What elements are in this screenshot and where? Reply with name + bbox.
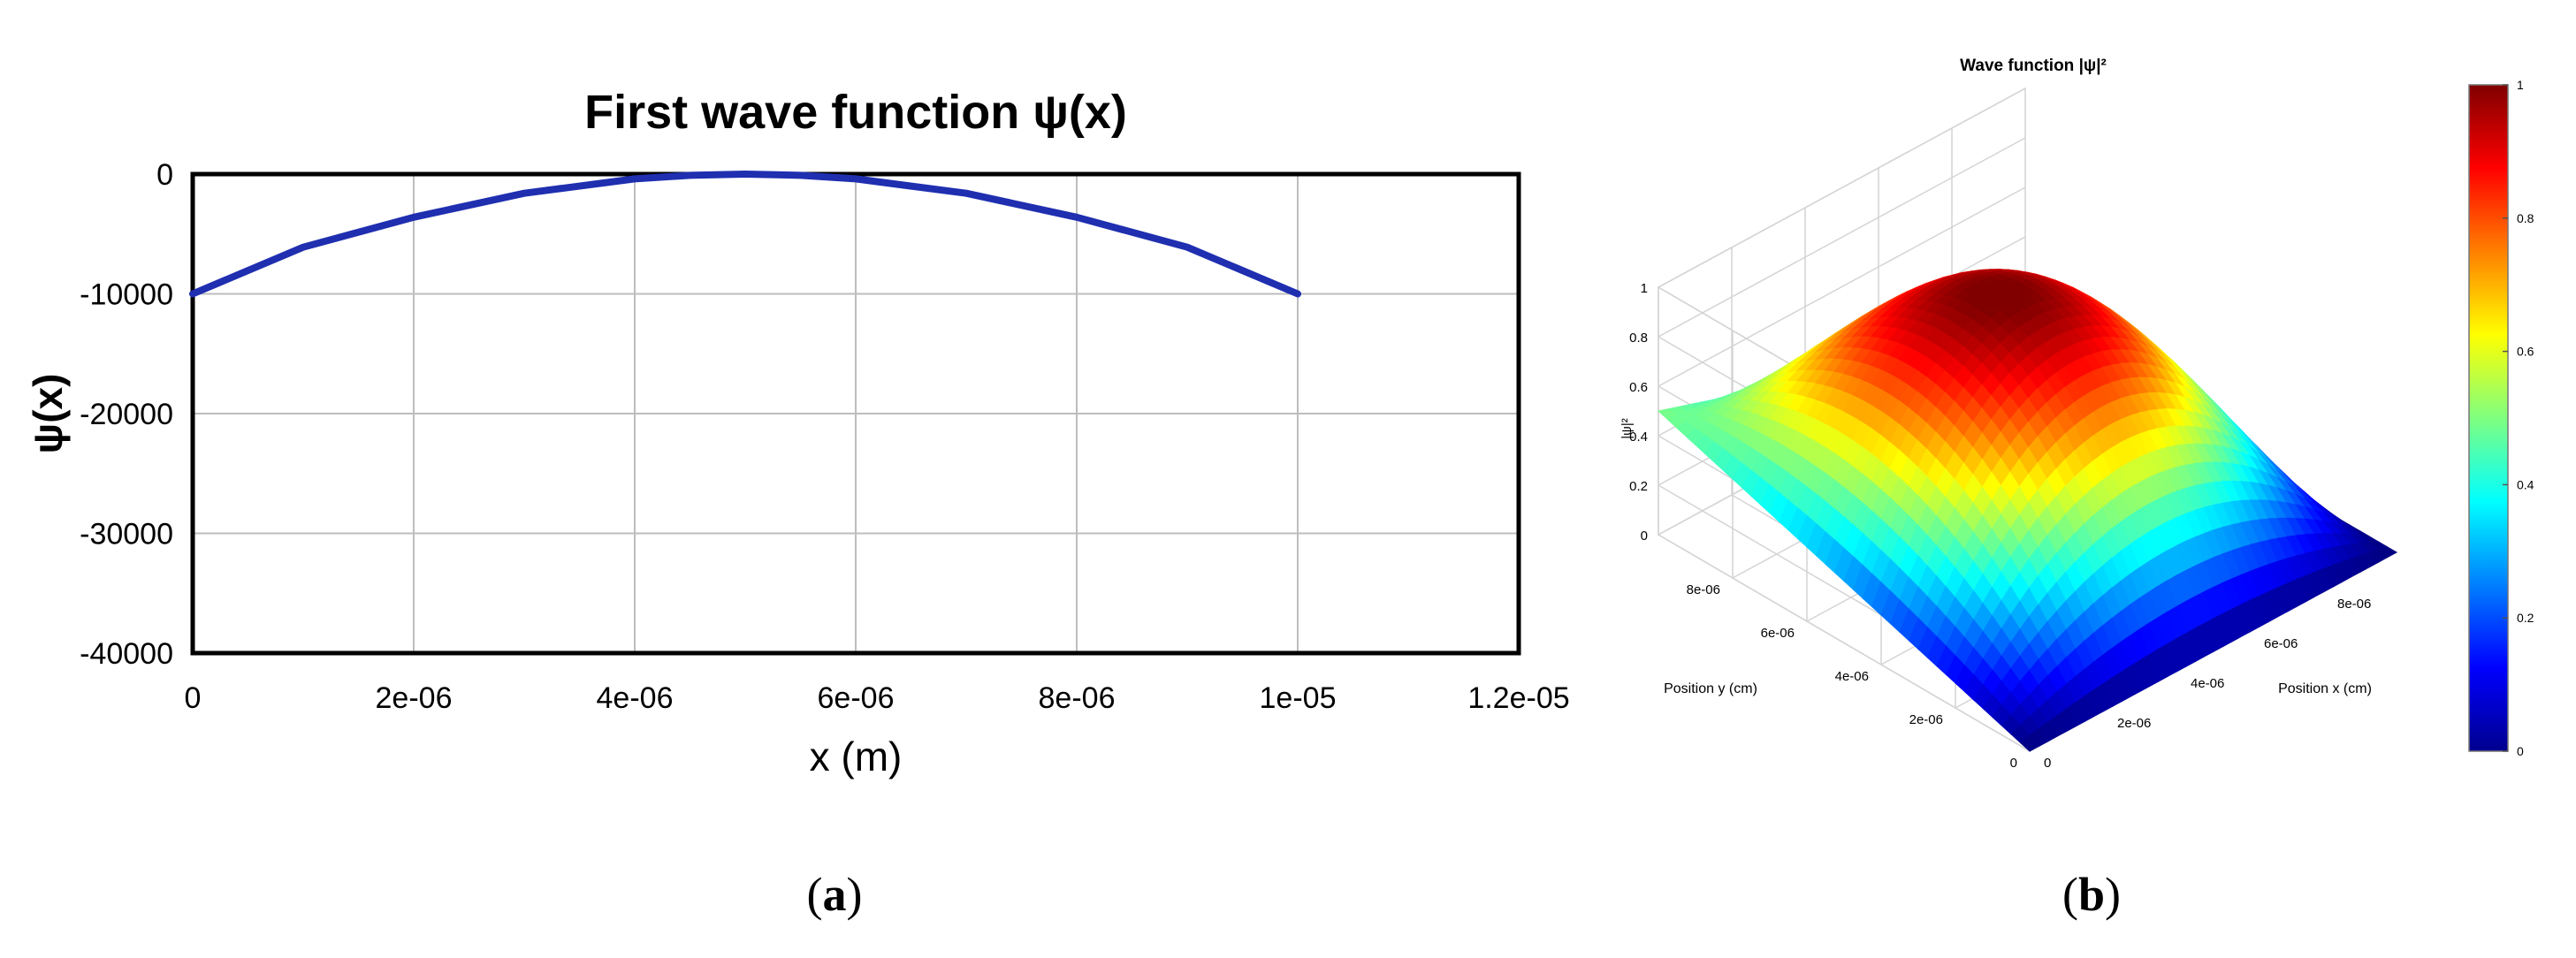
chart-a-y-ticks: 0 -10000 -20000 -30000 -40000	[80, 158, 173, 671]
chart-a-x-tick-label: 1.2e-05	[1467, 681, 1569, 715]
chart-a-title: First wave function ψ(x)	[584, 86, 1127, 139]
chart-b-colorbar-tick-label: 1	[2517, 78, 2524, 92]
chart-b-colorbar-tick-label: 0.8	[2517, 211, 2534, 225]
chart-b: Wave function |ψ|² 0 0.2 0.4 0.6 0.8 1 0 2e-06 4…	[1620, 57, 2534, 771]
chart-a-y-axis-label: ψ(x)	[25, 374, 71, 454]
chart-b-gridline	[1658, 137, 2026, 338]
chart-a-series-line	[189, 171, 1301, 298]
chart-b-surface-cell	[2019, 734, 2040, 752]
panel-label-a: (a)	[807, 868, 863, 921]
chart-b-z-tick-label: 0.4	[1629, 430, 1648, 445]
chart-a-x-tick-label: 6e-06	[818, 681, 895, 715]
chart-b-ticks: 0 0.2 0.4 0.6 0.8 1 0 2e-06 4e-06 6e-06 8e-06 0 2e-0…	[1629, 281, 2371, 771]
chart-b-x-tick-label: 4e-06	[2191, 676, 2224, 691]
chart-b-y-axis-label: Position y (cm)	[1664, 681, 1757, 696]
chart-a-y-tick-label: 0	[156, 158, 173, 192]
chart-b-x-tick-label: 2e-06	[2117, 716, 2151, 731]
chart-b-y-tick-label: 0	[2010, 756, 2017, 771]
chart-a-x-tick-label: 0	[185, 681, 202, 715]
chart-b-z-tick-label: 0	[1641, 528, 1648, 544]
chart-a-x-tick-label: 8e-06	[1039, 681, 1116, 715]
chart-a-x-tick-label: 2e-06	[376, 681, 453, 715]
chart-b-z-tick-label: 0.8	[1629, 331, 1648, 346]
chart-b-colorbar-tick-label: 0.2	[2517, 611, 2534, 625]
chart-b-colorbar-ticks: 0 0.2 0.4 0.6 0.8 1	[2503, 78, 2534, 758]
panel-label-b-letter: b	[2078, 868, 2105, 921]
chart-a-plot-frame	[190, 171, 1521, 656]
chart-b-y-tick-label: 4e-06	[1835, 669, 1869, 684]
chart-a-y-tick-label: -30000	[80, 518, 173, 551]
chart-b-x-axis-label: Position x (cm)	[2278, 681, 2372, 696]
chart-b-z-tick-label: 1	[1641, 281, 1648, 296]
chart-b-z-axis-label: |ψ|²	[1620, 418, 1635, 438]
chart-a-y-tick-label: -20000	[80, 398, 173, 431]
chart-a-x-tick-label: 4e-06	[597, 681, 674, 715]
chart-b-z-tick-label: 0.6	[1629, 380, 1648, 395]
chart-a-x-ticks: 0 2e-06 4e-06 6e-06 8e-06 1e-05 1.2e-05	[185, 681, 1570, 715]
chart-b-colorbar-tick-label: 0.6	[2517, 345, 2534, 359]
chart-b-surface	[1657, 269, 2398, 752]
chart-a-x-axis-label: x (m)	[810, 734, 903, 779]
chart-a-y-tick-label: -10000	[80, 278, 173, 312]
chart-b-title: Wave function |ψ|²	[1960, 57, 2107, 75]
panel-label-a-letter: a	[823, 868, 847, 921]
chart-b-y-tick-label: 6e-06	[1761, 626, 1795, 641]
chart-b-gridline	[1658, 186, 2026, 387]
panel-label-b: (b)	[2062, 868, 2121, 921]
chart-b-x-tick-label: 0	[2044, 756, 2051, 771]
chart-b-x-tick-label: 8e-06	[2337, 597, 2371, 612]
chart-b-gridline	[1658, 87, 2026, 288]
chart-b-colorbar	[2468, 84, 2509, 752]
chart-b-colorbar-tick-label: 0	[2517, 744, 2524, 758]
chart-b-x-tick-label: 6e-06	[2264, 636, 2298, 651]
chart-b-y-tick-label: 8e-06	[1687, 582, 1720, 597]
chart-b-y-tick-label: 2e-06	[1909, 712, 1943, 727]
chart-a-grid	[193, 174, 1519, 653]
chart-a: First wave function ψ(x) 0 2e-06 4e-06 6e-0…	[25, 86, 1570, 779]
chart-a-x-tick-label: 1e-05	[1260, 681, 1337, 715]
chart-b-z-tick-label: 0.2	[1629, 479, 1648, 494]
chart-a-y-tick-label: -40000	[80, 637, 173, 671]
chart-b-colorbar-tick-label: 0.4	[2517, 477, 2534, 491]
